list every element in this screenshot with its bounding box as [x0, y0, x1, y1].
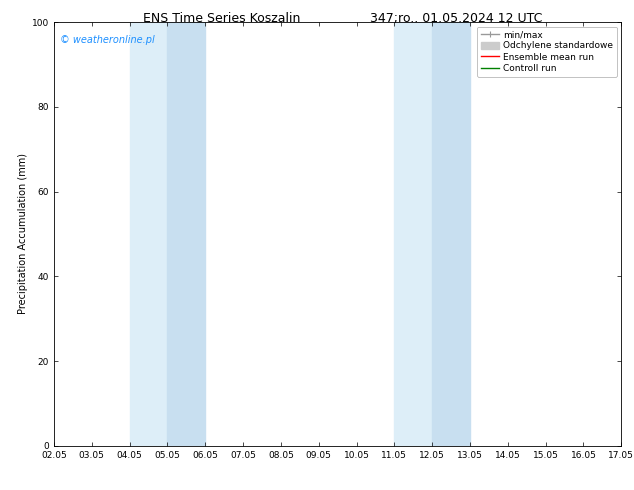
Text: © weatheronline.pl: © weatheronline.pl — [60, 35, 154, 45]
Text: ENS Time Series Koszalin: ENS Time Series Koszalin — [143, 12, 301, 25]
Y-axis label: Precipitation Accumulation (mm): Precipitation Accumulation (mm) — [18, 153, 28, 315]
Bar — [167, 22, 205, 446]
Text: 347;ro.. 01.05.2024 12 UTC: 347;ro.. 01.05.2024 12 UTC — [370, 12, 543, 25]
Legend: min/max, Odchylene standardowe, Ensemble mean run, Controll run: min/max, Odchylene standardowe, Ensemble… — [477, 26, 617, 76]
Bar — [129, 22, 167, 446]
Bar — [432, 22, 470, 446]
Bar — [394, 22, 432, 446]
